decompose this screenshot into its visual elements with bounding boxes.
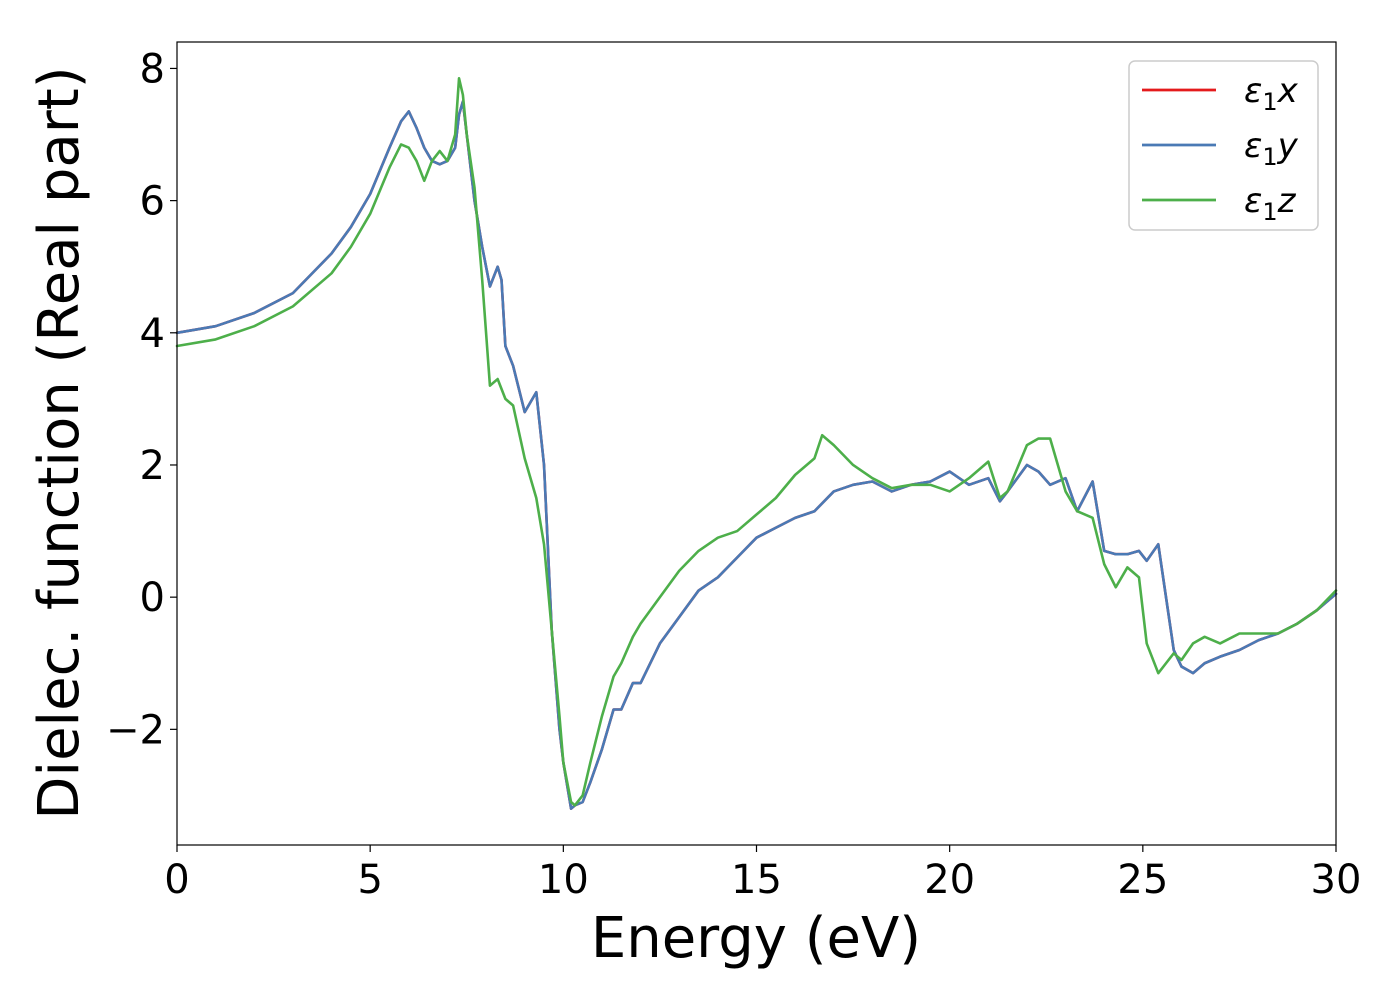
series-line-z <box>175 77 1338 807</box>
x-axis-label: Energy (eV) <box>591 906 921 971</box>
x-tick-label: 15 <box>731 857 782 903</box>
x-tick-label: 0 <box>164 857 189 903</box>
legend-label-z: ε1z <box>1244 181 1297 226</box>
x-tick-label: 30 <box>1311 857 1362 903</box>
legend-box <box>1128 60 1319 231</box>
y-axis-label: Dielec. function (Real part) <box>27 66 92 819</box>
x-tick-label: 25 <box>1117 857 1168 903</box>
legend-label-y: ε1y <box>1244 126 1299 171</box>
x-tick-label: 10 <box>538 857 589 903</box>
x-axis: 0 5 10 15 20 25 30 <box>164 845 1361 903</box>
legend-label-x: ε1x <box>1244 71 1299 116</box>
y-tick-label: 6 <box>140 179 165 225</box>
y-tick-label: 8 <box>140 46 165 92</box>
y-tick-label: 0 <box>140 575 165 621</box>
y-tick-label: 4 <box>140 311 165 357</box>
y-axis: −2 0 2 4 6 8 <box>106 46 177 753</box>
x-tick-label: 20 <box>924 857 975 903</box>
y-tick-label: −2 <box>106 707 165 753</box>
x-tick-label: 5 <box>357 857 382 903</box>
series-layer <box>175 77 1338 810</box>
y-tick-label: 2 <box>140 443 165 489</box>
legend: ε1x ε1y ε1z <box>1128 60 1319 231</box>
